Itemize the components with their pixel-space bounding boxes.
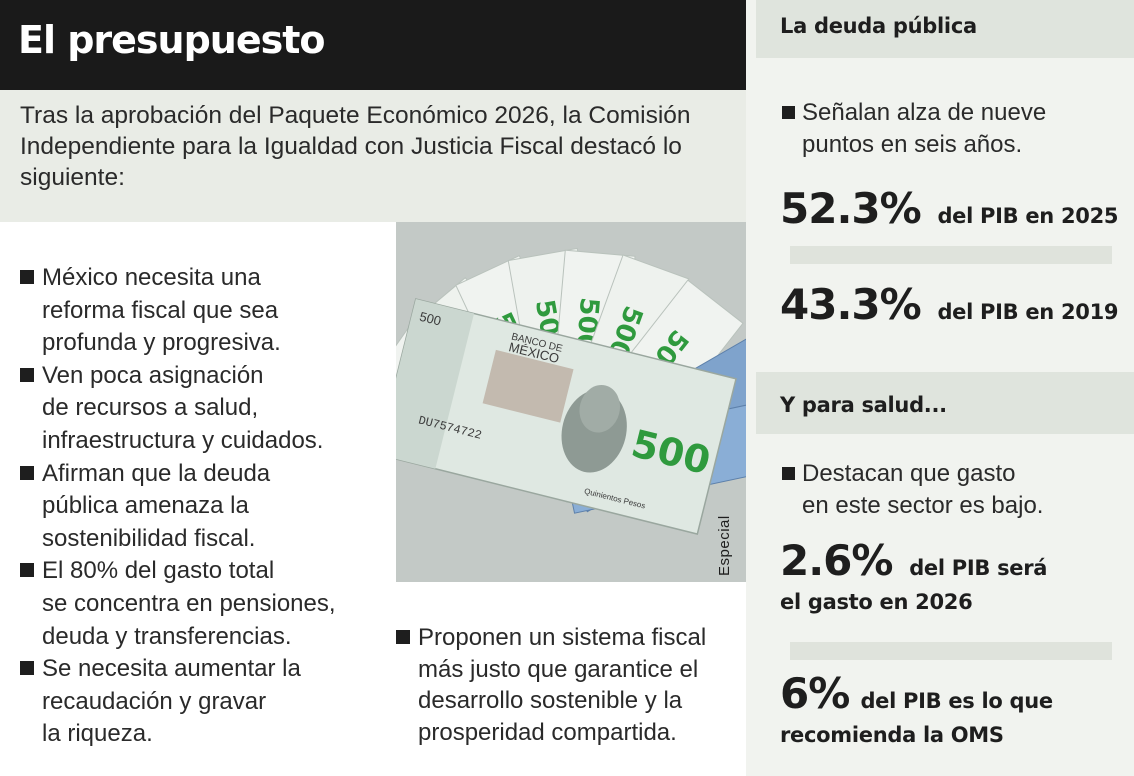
debt-note: Señalan alza de nueve puntos en seis años… (782, 97, 1122, 161)
health-header: Y para salud... (756, 372, 1134, 434)
bullet-line: desarrollo sostenible y la (418, 687, 683, 714)
bullet-list: México necesita una reforma fiscal que se… (20, 262, 370, 751)
bullet-square-icon (20, 661, 34, 676)
bullet-line: reforma fiscal que sea (42, 296, 279, 324)
bullet-line: El 80% del gasto total (42, 557, 275, 585)
debt-stat-2025: 52.3% del PIB en 2025 (780, 184, 1119, 233)
debt-header: La deuda pública (756, 0, 1134, 58)
stat-value: 52.3% (780, 184, 922, 233)
bullet-square-icon (20, 465, 34, 480)
title-bar: El presupuesto (0, 0, 746, 90)
bullet-item: El 80% del gasto total se concentra en pe… (20, 555, 370, 653)
bullet-square-icon (20, 367, 34, 382)
stat-label-line1: del PIB es lo que (860, 689, 1053, 713)
page-title: El presupuesto (18, 18, 326, 62)
bullet-line: infraestructura y cuidados. (42, 426, 324, 454)
front-banknote: 500 BANCO DE MÉXICO 500 DU7574722 Quinie… (396, 298, 737, 535)
debt-header-title: La deuda pública (780, 14, 977, 38)
bullet-line: Ven poca asignación (42, 361, 264, 389)
stat-value: 2.6% (780, 536, 893, 585)
note-line: puntos en seis años. (802, 131, 1023, 158)
bullet-item: Ven poca asignación de recursos a salud, i… (20, 360, 370, 458)
health-stat-oms: 6% del PIB es lo que recomienda la OMS (780, 673, 1053, 753)
bullet-line: Afirman que la deuda (42, 459, 271, 487)
stat-value: 6% (780, 669, 850, 718)
bullet-line: sostenibilidad fiscal. (42, 524, 256, 552)
bullet-square-icon (782, 467, 795, 480)
main-article: El presupuesto Tras la aprobación del Pa… (0, 0, 746, 776)
bullet-item: Se necesita aumentar la recaudación y gra… (20, 653, 370, 751)
sidebar: La deuda pública Señalan alza de nueve pu… (756, 0, 1134, 776)
banknotes-illustration: 500 500 500 500 500 500 500 500 500 500 … (396, 222, 746, 582)
stat-label-line2: el gasto en 2026 (780, 590, 973, 614)
banknotes-photo: 500 500 500 500 500 500 500 500 500 500 … (396, 222, 746, 582)
bullet-line: más justo que garantice el (418, 655, 699, 683)
note-line: Señalan alza de nueve (802, 99, 1047, 126)
bullet-line: la riqueza. (42, 720, 153, 748)
bullet-square-icon (396, 630, 410, 644)
bullet-line: México necesita una (42, 264, 261, 291)
bullet-line: deuda y transferencias. (42, 622, 292, 650)
note-line: Destacan que gasto (802, 460, 1016, 487)
bullet-item: México necesita una reforma fiscal que se… (20, 262, 370, 360)
stat-value: 43.3% (780, 280, 922, 329)
note-item: Señalan alza de nueve puntos en seis años… (782, 97, 1122, 161)
stat-label-line1: del PIB será (909, 556, 1048, 580)
bullet-square-icon (20, 270, 34, 284)
stat-label-line2: recomienda la OMS (780, 723, 1004, 747)
bullet-square-icon (782, 106, 795, 119)
debt-stat-2019: 43.3% del PIB en 2019 (780, 280, 1119, 329)
bullet-line: se concentra en pensiones, (42, 589, 336, 617)
bullet-line: de recursos a salud, (42, 394, 259, 422)
stat-label: del PIB en 2019 (937, 300, 1119, 324)
bullet-line: pública amenaza la (42, 492, 249, 520)
bullet-item: Proponen un sistema fiscal más justo que … (396, 622, 736, 748)
divider (790, 642, 1112, 660)
stat-label: del PIB en 2025 (937, 204, 1119, 228)
bullet-line: recaudación y gravar (42, 687, 267, 715)
bullet-line: prosperidad compartida. (418, 718, 677, 746)
bill-value-small: 500 (418, 309, 443, 329)
bullet-line: Proponen un sistema fiscal (418, 624, 707, 651)
bullet-item: Afirman que la deuda pública amenaza la so… (20, 458, 370, 556)
health-note: Destacan que gasto en este sector es bajo… (782, 458, 1122, 522)
note-line: en este sector es bajo. (802, 492, 1044, 519)
health-header-title: Y para salud... (780, 393, 947, 417)
intro-panel: Tras la aprobación del Paquete Económico… (0, 90, 746, 222)
bottom-bullet-list: Proponen un sistema fiscal más justo que … (396, 622, 736, 748)
divider (790, 246, 1112, 264)
bullet-line: profunda y progresiva. (42, 329, 281, 357)
bullet-square-icon (20, 563, 34, 578)
photo-credit: Especial (716, 515, 733, 576)
intro-text: Tras la aprobación del Paquete Económico… (20, 102, 691, 191)
note-item: Destacan que gasto en este sector es bajo… (782, 458, 1122, 522)
health-stat-2026: 2.6% del PIB será el gasto en 2026 (780, 540, 1048, 620)
bullet-line: Se necesita aumentar la (42, 655, 301, 683)
